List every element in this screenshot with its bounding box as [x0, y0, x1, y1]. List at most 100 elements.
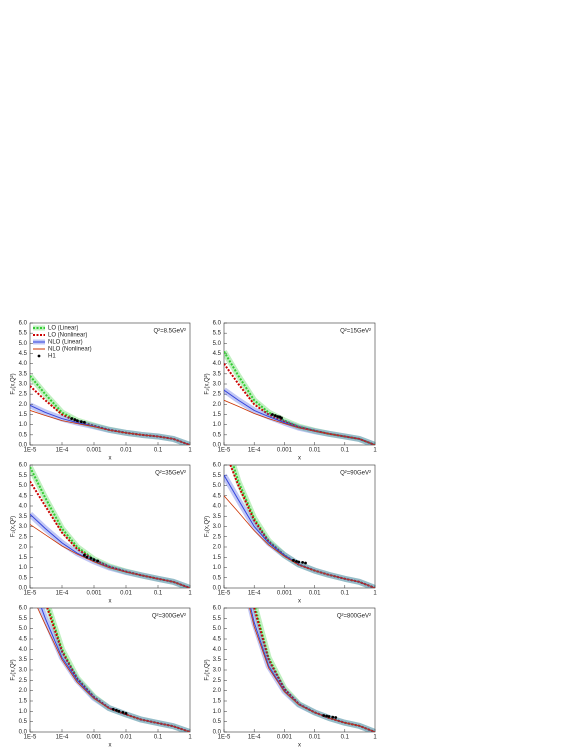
x-axis-label: x: [109, 743, 112, 749]
data-point: [79, 420, 83, 424]
y-tick-label: 3.0: [213, 524, 222, 530]
y-tick-label: 2.5: [19, 678, 28, 684]
y-tick-label: 2.0: [19, 545, 28, 551]
y-tick-label: 0.0: [19, 730, 28, 736]
x-tick-label: 0.1: [341, 591, 350, 597]
band: [224, 473, 375, 588]
y-tick-label: 4.0: [213, 504, 222, 510]
y-tick-label: 2.5: [19, 534, 28, 540]
x-tick-label: 0.001: [86, 591, 102, 597]
series-line: [224, 474, 375, 588]
y-axis-label: F₂(x,Q²): [11, 659, 17, 680]
data-point: [73, 418, 77, 421]
y-tick-label: 6.0: [213, 463, 222, 469]
x-tick-label: 0.01: [309, 448, 321, 454]
y-tick-label: 3.5: [213, 514, 222, 520]
data-point: [124, 712, 128, 715]
data-point: [114, 708, 118, 712]
y-tick-label: 1.0: [213, 709, 222, 715]
x-tick-label: 1: [373, 591, 377, 597]
y-tick-label: 2.0: [19, 402, 28, 408]
y-tick-label: 4.0: [19, 647, 28, 653]
x-tick-label: 1E-4: [248, 591, 261, 597]
x-tick-label: 1: [188, 591, 192, 597]
x-tick-label: 0.1: [154, 591, 163, 597]
y-tick-label: 2.0: [213, 688, 222, 694]
x-axis-label: x: [298, 599, 301, 605]
data-point: [273, 414, 277, 417]
data-point: [82, 553, 86, 557]
data-point: [297, 560, 301, 564]
y-tick-label: 2.5: [213, 534, 222, 540]
x-tick-label: 1: [188, 448, 192, 454]
panel: 1E-5 1E-4 0.001 0.01 0.1 1 0.0 0.5 1.0 1.5 2.0 2.5 3…: [11, 606, 193, 749]
y-axis-label: F₂(x,Q²): [11, 516, 17, 537]
y-tick-label: 1.0: [213, 565, 222, 571]
x-tick-label: 0.001: [277, 735, 293, 741]
y-axis-label: F₂(x,Q²): [205, 516, 211, 537]
y-tick-label: 0.5: [19, 432, 28, 438]
y-tick-label: 3.0: [213, 668, 222, 674]
x-tick-label: 0.001: [277, 591, 293, 597]
series-line: [37, 608, 190, 732]
y-tick-label: 5.0: [213, 341, 222, 347]
y-tick-label: 6.0: [19, 463, 28, 469]
y-tick-label: 3.0: [213, 382, 222, 388]
x-tick-label: 0.001: [86, 735, 102, 741]
annotation: Q²=300GeV²: [152, 614, 186, 620]
y-tick-label: 1.5: [213, 412, 222, 418]
data-point: [327, 715, 331, 718]
data-point: [322, 714, 326, 717]
y-tick-label: 0.0: [213, 443, 222, 449]
x-tick-label: 0.1: [341, 735, 350, 741]
plot-area: [224, 465, 375, 588]
x-tick-label: 0.01: [309, 735, 321, 741]
x-tick-label: 0.1: [341, 448, 350, 454]
x-axis-label: x: [298, 456, 301, 462]
y-tick-label: 6.0: [213, 321, 222, 327]
y-tick-label: 0.0: [213, 586, 222, 592]
series-line: [30, 480, 190, 588]
y-tick-label: 4.5: [213, 493, 222, 499]
series-line: [30, 513, 190, 588]
x-tick-label: 1E-5: [218, 735, 231, 741]
series-line: [254, 608, 375, 732]
y-tick-label: 4.0: [19, 504, 28, 510]
y-tick-label: 3.0: [19, 382, 28, 388]
band: [224, 387, 375, 445]
data-point: [325, 714, 329, 718]
y-tick-label: 5.5: [213, 616, 222, 622]
band: [30, 512, 190, 588]
series-line: [224, 350, 375, 445]
panel: 1E-5 1E-4 0.001 0.01 0.1 1 0.0 0.5 1.0 1.5 2.0 2.5 3…: [11, 463, 193, 605]
annotation: Q²=15GeV²: [340, 329, 371, 335]
x-tick-label: 1E-5: [24, 448, 37, 454]
y-tick-label: 1.0: [213, 422, 222, 428]
x-tick-label: 0.01: [120, 591, 132, 597]
legend-marker: [37, 354, 41, 358]
x-tick-label: 1E-4: [56, 448, 69, 454]
y-tick-label: 5.0: [213, 626, 222, 632]
y-tick-label: 5.5: [19, 616, 28, 622]
data-point: [331, 715, 335, 719]
y-tick-label: 2.0: [213, 402, 222, 408]
data-point: [292, 558, 295, 562]
y-tick-label: 4.5: [213, 351, 222, 357]
data-point: [92, 558, 96, 562]
data-point: [280, 416, 283, 420]
y-tick-label: 5.0: [19, 341, 28, 347]
y-tick-label: 0.0: [213, 730, 222, 736]
y-tick-label: 2.0: [213, 545, 222, 551]
data-point: [85, 555, 89, 559]
x-tick-label: 1: [373, 448, 377, 454]
y-tick-label: 2.5: [213, 392, 222, 398]
y-tick-label: 1.0: [19, 709, 28, 715]
data-point: [117, 709, 121, 713]
x-tick-label: 1E-5: [218, 591, 231, 597]
y-tick-label: 4.0: [213, 647, 222, 653]
legend-label: LO (Linear): [48, 326, 78, 332]
annotation: Q²=35GeV²: [155, 471, 186, 477]
legend-label: NLO (Nonlinear): [48, 347, 92, 353]
series-line: [224, 363, 375, 445]
